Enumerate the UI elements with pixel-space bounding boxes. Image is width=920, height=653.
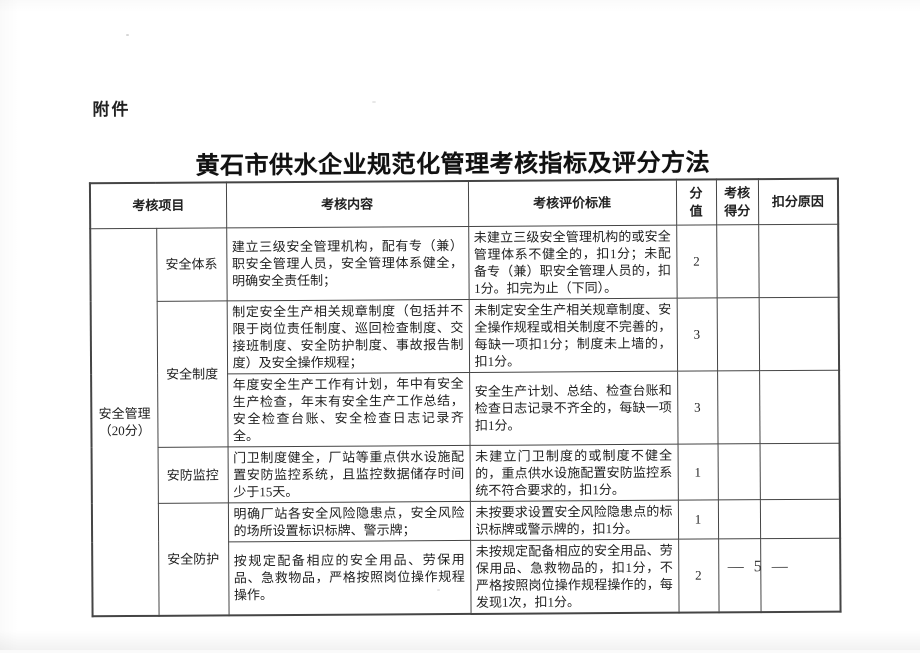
deduction-reason-cell — [759, 369, 840, 444]
scan-speck — [437, 589, 440, 591]
header-evaluation-criteria: 考核评价标准 — [467, 179, 677, 226]
score-cell: 2 — [676, 224, 717, 298]
header-earned-score: 考核得分 — [715, 179, 759, 225]
criteria-cell: 安全生产计划、总结、检查台账和检查日志记录不齐全的，每缺一项扣1分。 — [469, 370, 678, 445]
header-score-value-label: 分值 — [689, 185, 703, 219]
content-cell: 按规定配备相应的安全用品、劳保用品、急救物品，严格按照岗位操作规程操作。 — [228, 539, 471, 615]
earned-score-cell — [716, 224, 759, 298]
page-number: — 5 — — [727, 557, 791, 576]
scan-speck — [372, 101, 376, 103]
category-cell: 安全管理 （20分） — [90, 227, 159, 616]
criteria-cell: 未按规定配备相应的安全用品、劳保用品、急救物品的，扣1分，不严格按照岗位操作规程… — [470, 538, 679, 614]
content-cell: 明确厂站各安全风险隐患点，安全风险的场所设置标识标牌、警示牌； — [227, 500, 471, 542]
table-header-row: 考核项目 考核内容 考核评价标准 分值 考核得分 扣分原因 — [89, 178, 839, 229]
content-cell: 建立三级安全管理机构，配有专（兼）职安全管理人员，安全管理体系健全，明确安全责任… — [226, 225, 469, 301]
deduction-reason-cell — [759, 498, 841, 539]
deduction-reason-cell — [759, 442, 840, 500]
sub-item-cell: 安全制度 — [156, 300, 228, 447]
criteria-cell: 未建立三级安全管理机构的或安全管理体系不健全的，扣1分；未配备专（兼）职安全管理… — [468, 224, 677, 299]
earned-score-cell — [717, 499, 761, 539]
criteria-cell: 未制定安全生产相关规章制度、安全操作规程或相关制度不完善的，每缺一项扣1分；制度… — [468, 297, 678, 372]
table-row: 安全防护 明确厂站各安全风险隐患点，安全风险的场所设置标识标牌、警示牌； 未按要… — [92, 498, 841, 616]
content-cell: 门卫制度健全，厂站等重点供水设施配置安防监控系统，且监控数据储存时间少于15天。 — [227, 444, 470, 503]
earned-score-cell — [717, 370, 760, 444]
score-cell: 1 — [677, 499, 719, 539]
header-earned-score-label: 考核得分 — [724, 184, 751, 219]
score-cell: 1 — [677, 443, 718, 500]
criteria-cell: 未建立门卫制度的或制度不健全的，重点供水设施配置安防监控系统不符合要求的，扣1分… — [469, 443, 678, 501]
content-cell: 制定安全生产相关规章制度（包括并不限于岗位责任制度、巡回检查制度、交接班制度、安… — [226, 298, 470, 374]
score-cell: 3 — [677, 370, 718, 444]
sub-item-cell: 安防监控 — [157, 446, 228, 503]
header-assessment-content: 考核内容 — [225, 180, 469, 228]
table-row: 安全管理 （20分） 安全体系 建立三级安全管理机构，配有专（兼）职安全管理人员… — [90, 223, 839, 616]
earned-score-cell — [716, 297, 760, 371]
scan-speck — [126, 34, 129, 36]
header-score-value: 分值 — [675, 179, 717, 225]
assessment-table: 考核项目 考核内容 考核评价标准 分值 考核得分 扣分原因 安全管理 （20分）… — [88, 177, 842, 617]
earned-score-cell — [717, 443, 760, 500]
sub-item-cell: 安全体系 — [156, 227, 227, 301]
score-cell: 3 — [676, 297, 718, 371]
header-deduction-reason: 扣分原因 — [757, 178, 839, 225]
content-cell: 年度安全生产工作有计划，年中有安全生产检查，年末有安全生产工作总结，安全检查台账… — [227, 371, 470, 447]
header-assessment-item: 考核项目 — [89, 182, 227, 229]
document-title: 黄石市供水企业规范化管理考核指标及评分方法 — [195, 149, 711, 180]
sub-item-cell: 安全防护 — [157, 502, 229, 616]
category-score-note: （20分） — [98, 422, 151, 438]
table-row: 安防监控 门卫制度健全，厂站等重点供水设施配置安防监控系统，且监控数据储存时间少… — [92, 442, 840, 504]
deduction-reason-cell — [758, 223, 839, 298]
attachment-label: 附件 — [92, 100, 131, 120]
category-name: 安全管理 — [98, 405, 151, 421]
deduction-reason-cell — [758, 296, 840, 371]
table-row: 安全制度 制定安全生产相关规章制度（包括并不限于岗位责任制度、巡回检查制度、交接… — [91, 296, 840, 447]
criteria-cell: 未按要求设置安全风险隐患点的标识标牌或警示牌的，扣1分。 — [469, 499, 679, 540]
